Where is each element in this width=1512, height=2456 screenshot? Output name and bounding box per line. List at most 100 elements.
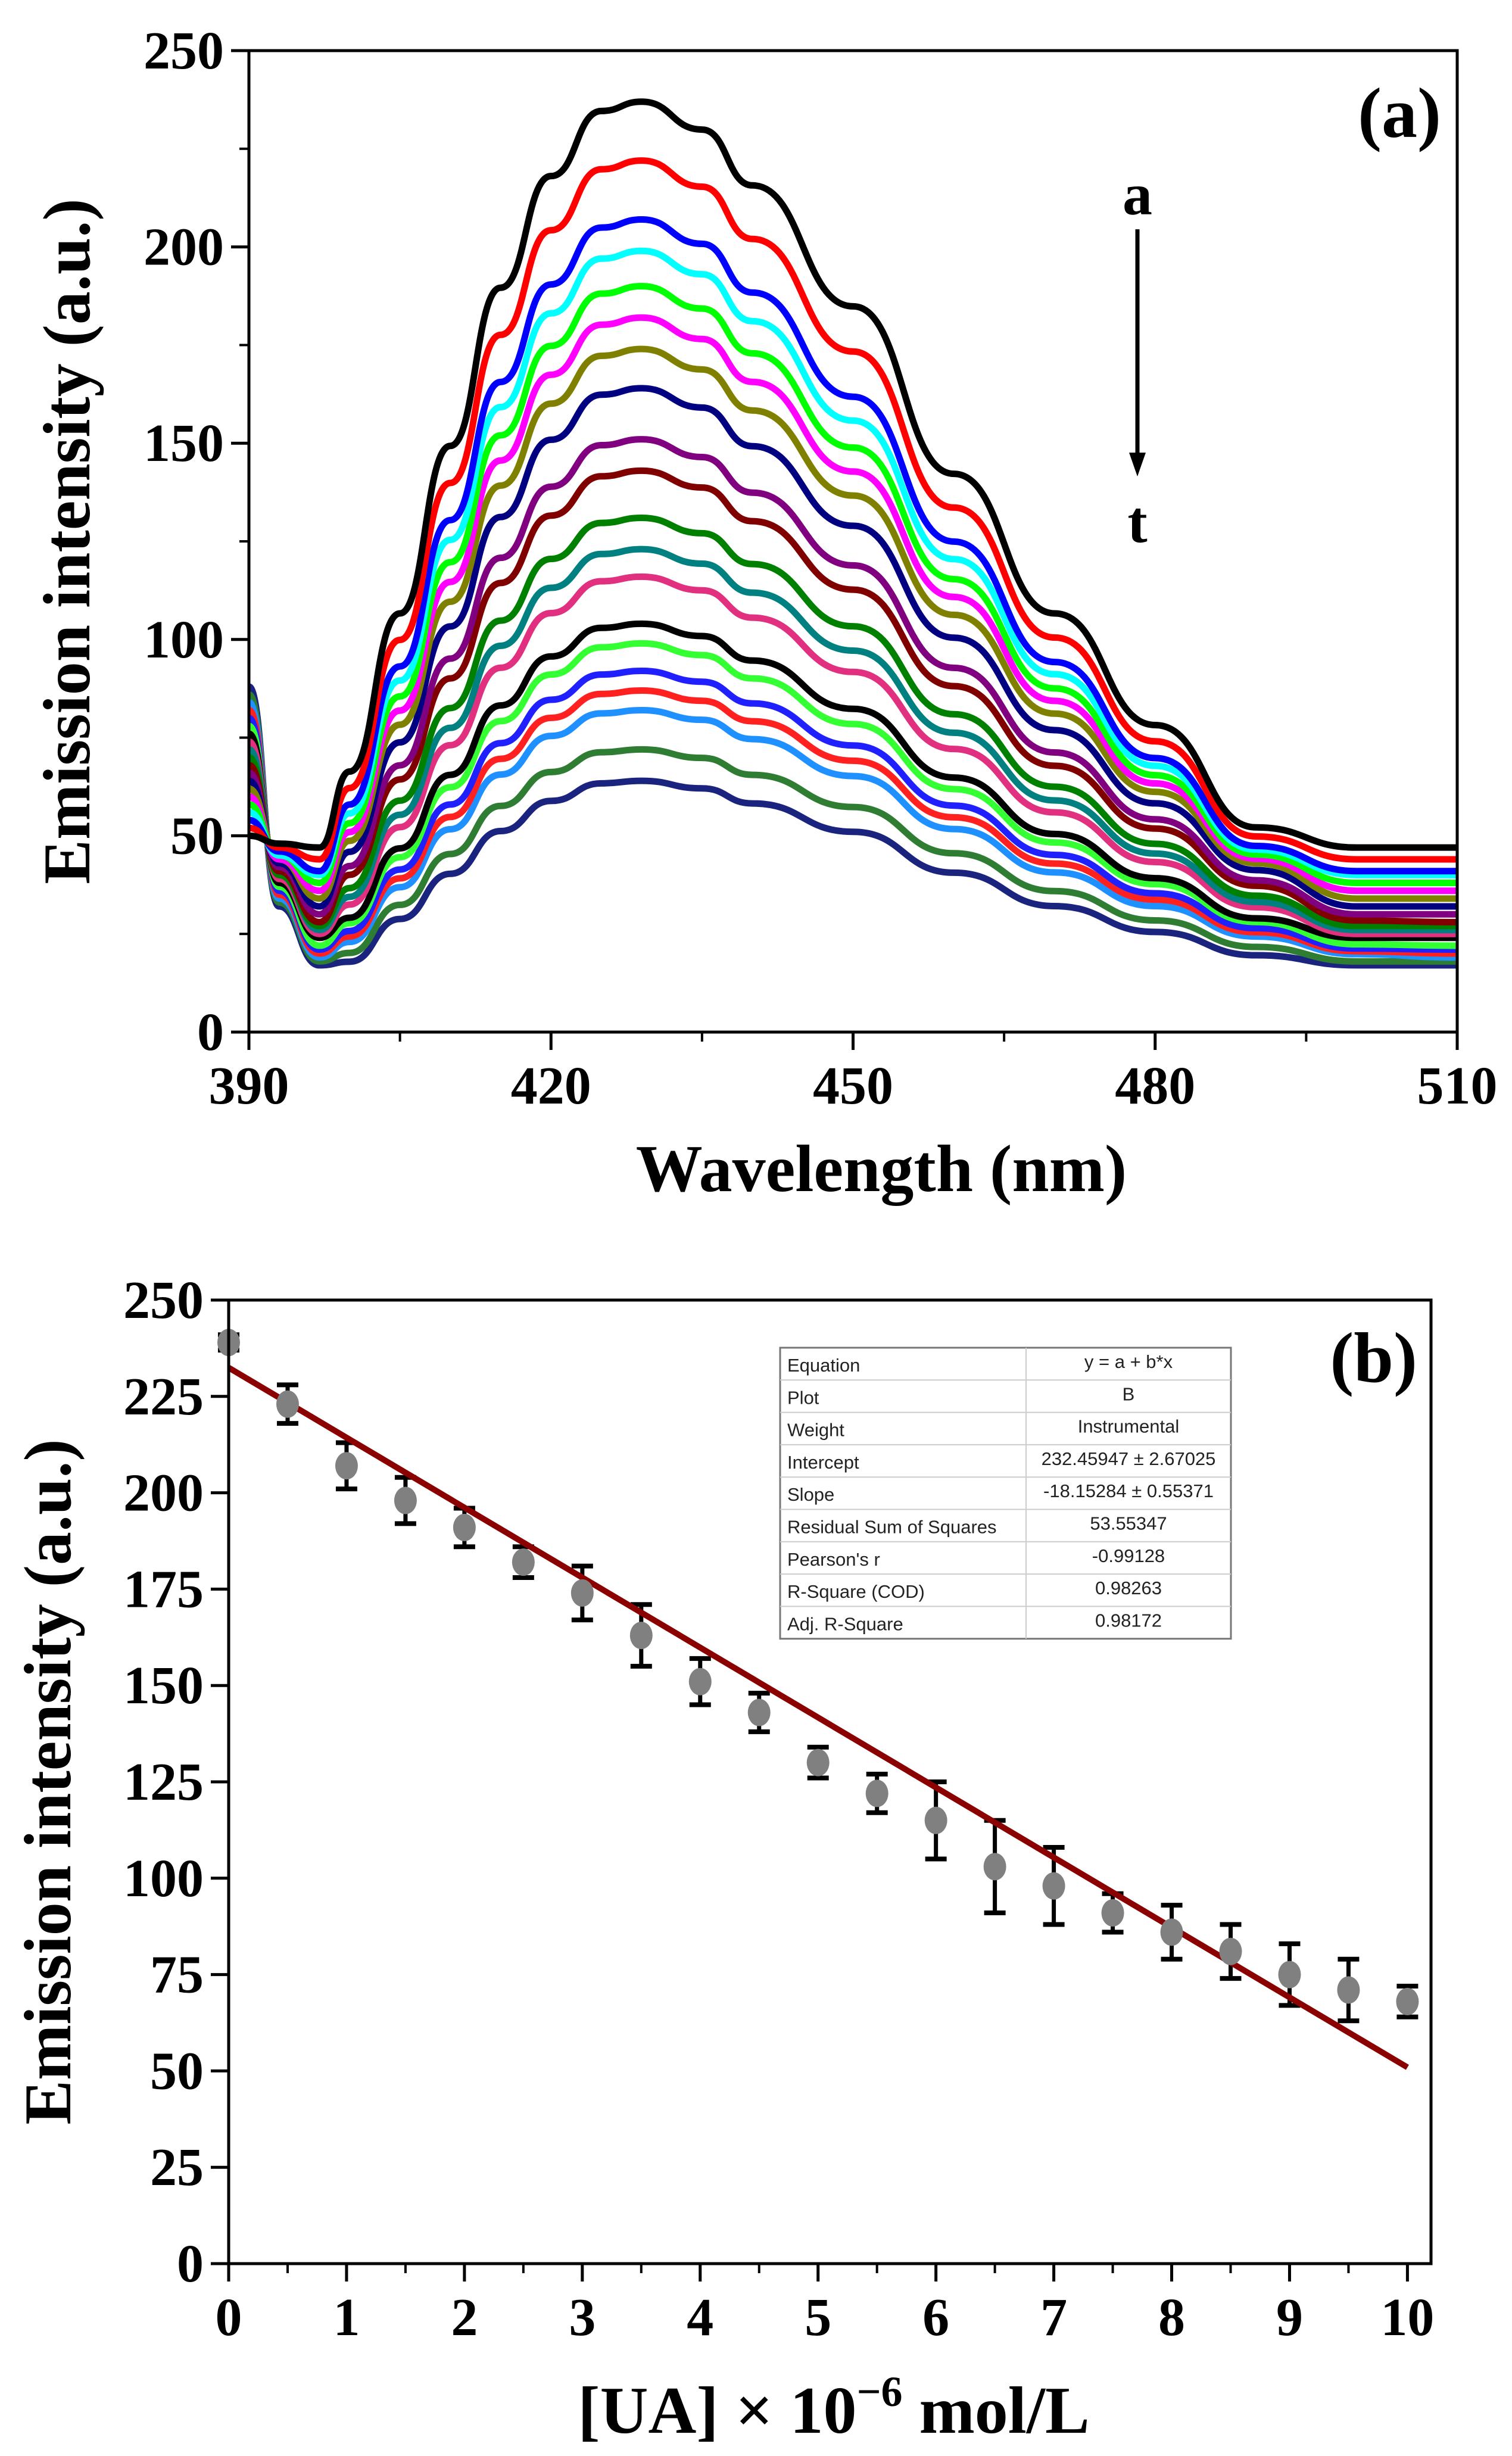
data-point <box>865 1779 889 1807</box>
data-point <box>1396 1987 1419 2015</box>
data-point <box>688 1668 712 1695</box>
table-cell-value: 232.45947 ± 2.67025 <box>1042 1448 1216 1469</box>
x-axis-title-main: [UA] × 10 <box>578 2374 856 2448</box>
y-tick-label: 50 <box>150 2042 204 2100</box>
data-point <box>629 1622 653 1650</box>
x-tick-label: 510 <box>1417 1056 1498 1115</box>
y-tick-label: 100 <box>123 1849 204 1908</box>
data-point <box>1278 1961 1301 1989</box>
spectrum-curve-o <box>247 640 1458 949</box>
x-axis-title-b: [UA] × 10−6 mol/L <box>578 2368 1089 2448</box>
spectra-curves <box>247 98 1458 969</box>
y-tick-label: 250 <box>144 21 224 80</box>
table-cell-value: Instrumental <box>1078 1416 1180 1437</box>
y-tick-label: 175 <box>123 1560 204 1619</box>
x-tick-label: 2 <box>451 2288 478 2347</box>
table-cell-value: 0.98263 <box>1095 1578 1162 1598</box>
data-point <box>1160 1918 1183 1946</box>
y-tick-label: 225 <box>123 1367 204 1426</box>
y-tick-label: 75 <box>150 1946 204 2005</box>
spectrum-curve-n <box>247 620 1457 942</box>
data-point <box>1042 1872 1065 1900</box>
table-cell-label: Slope <box>787 1484 834 1505</box>
x-axis-title-a: Wavelength (nm) <box>636 1132 1127 1206</box>
table-cell-label: Intercept <box>787 1452 859 1473</box>
table-cell-value: 0.98172 <box>1095 1610 1162 1631</box>
data-point <box>806 1749 830 1776</box>
axis-ticks-a: 390 420 450 480 510 0 50 100 150 200 250 <box>144 21 1498 1115</box>
x-tick-label: 10 <box>1380 2288 1434 2347</box>
y-tick-label: 0 <box>177 2234 204 2293</box>
trend-arrow-head <box>1129 453 1146 476</box>
x-tick-label: 450 <box>813 1056 893 1115</box>
spectrum-curve-r <box>247 699 1458 961</box>
spectrum-curve-b <box>248 157 1457 863</box>
panel-a-emission-spectra: 390 420 450 480 510 0 50 100 150 200 250 (a) a t W… <box>30 21 1498 1206</box>
y-axis-title-a: Emission intensity (a.u.) <box>30 198 104 884</box>
data-point <box>335 1452 358 1480</box>
x-tick-label: 480 <box>1115 1056 1195 1115</box>
x-tick-label: 6 <box>922 2288 949 2347</box>
x-tick-label: 1 <box>333 2288 360 2347</box>
y-tick-label: 150 <box>123 1656 204 1715</box>
data-point <box>394 1486 417 1514</box>
spectrum-curve-h <box>248 385 1457 910</box>
fit-results-table: Equation y = a + b*x Plot B Weight Instrument… <box>779 1347 1232 1640</box>
y-tick-label: 200 <box>144 218 224 277</box>
table-frame <box>779 1347 1232 1640</box>
y-tick-label: 100 <box>144 610 224 669</box>
spectrum-curve-c <box>248 216 1457 875</box>
spectrum-curve-k <box>247 514 1457 930</box>
spectrum-curve-m <box>247 573 1457 937</box>
spectrum-curve-l <box>247 546 1457 934</box>
x-tick-label: 4 <box>687 2288 713 2347</box>
data-point <box>747 1698 771 1726</box>
table-cell-label: Plot <box>787 1387 819 1408</box>
data-point <box>1219 1937 1242 1965</box>
x-tick-label: 3 <box>569 2288 596 2347</box>
linear-fit-line <box>227 1365 1409 2070</box>
y-tick-label: 150 <box>144 414 224 473</box>
x-tick-label: 8 <box>1158 2288 1185 2347</box>
spectrum-curve-a <box>248 98 1457 851</box>
spectrum-curve-i <box>247 436 1457 918</box>
spectrum-curve-q <box>247 687 1458 957</box>
data-point <box>570 1579 594 1607</box>
spectrum-curve-p <box>247 668 1458 953</box>
table-cell-value: -18.15284 ± 0.55371 <box>1043 1481 1214 1501</box>
table-cell-value: -0.99128 <box>1092 1545 1165 1566</box>
table-cell-value: 53.55347 <box>1090 1513 1167 1534</box>
y-tick-label: 125 <box>123 1753 204 1812</box>
table-cell-label: Residual Sum of Squares <box>787 1517 997 1538</box>
table-cell-label: Equation <box>787 1355 860 1376</box>
table-cell-label: Adj. R-Square <box>787 1613 903 1634</box>
y-axis-title-b: Emission intensity (a.u.) <box>11 1439 85 2124</box>
calibration-marks <box>217 1329 1419 2070</box>
data-point <box>276 1390 299 1418</box>
data-point <box>512 1548 535 1576</box>
x-tick-label: 390 <box>209 1056 289 1115</box>
data-point <box>1337 1976 1360 2004</box>
table-cell-label: Pearson's r <box>787 1549 880 1570</box>
spectrum-curve-t <box>247 683 1457 969</box>
y-tick-label: 25 <box>150 2138 204 2197</box>
panel-b-calibration: 0 1 2 3 4 5 6 7 8 9 100255075100125150175200225250… <box>11 1271 1434 2448</box>
x-tick-label: 7 <box>1040 2288 1067 2347</box>
y-tick-label: 50 <box>170 806 224 865</box>
panel-label-b: (b) <box>1330 1318 1417 1397</box>
y-tick-label: 200 <box>123 1464 204 1523</box>
data-point <box>983 1853 1006 1881</box>
panel-label-a: (a) <box>1358 73 1441 152</box>
data-point <box>1101 1899 1124 1927</box>
table-cell-label: R-Square (COD) <box>787 1581 925 1602</box>
table-cell-value: B <box>1123 1383 1135 1404</box>
x-tick-label: 9 <box>1276 2288 1303 2347</box>
x-tick-label: 0 <box>216 2288 242 2347</box>
data-point <box>453 1513 476 1541</box>
series-end-label: t <box>1127 489 1147 555</box>
spectrum-curve-j <box>247 467 1458 925</box>
data-point <box>924 1806 947 1834</box>
x-tick-label: 420 <box>511 1056 591 1115</box>
